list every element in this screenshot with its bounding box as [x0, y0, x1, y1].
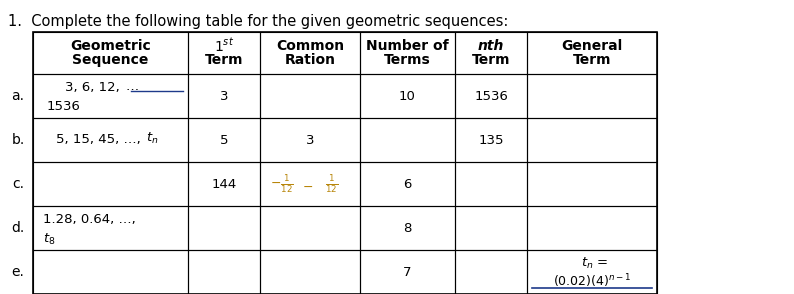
Bar: [188, 206, 260, 250]
Text: $-\frac{1}{12}$: $-\frac{1}{12}$: [270, 173, 294, 195]
Text: a.: a.: [11, 89, 25, 103]
Bar: [527, 250, 657, 294]
Text: b.: b.: [11, 133, 25, 147]
Bar: [360, 162, 455, 206]
Text: 144: 144: [211, 178, 237, 191]
Text: Term: Term: [572, 53, 611, 67]
Text: $t_n$: $t_n$: [146, 131, 159, 146]
Bar: [455, 118, 527, 162]
Text: 3: 3: [306, 133, 314, 146]
Bar: [33, 206, 188, 250]
Text: e.: e.: [12, 265, 25, 279]
Text: 1.28, 0.64, …,: 1.28, 0.64, …,: [43, 213, 136, 225]
Text: Ration: Ration: [284, 53, 336, 67]
Bar: [527, 32, 657, 74]
Text: $t_n$: $t_n$: [580, 255, 593, 270]
Text: Term: Term: [472, 53, 511, 67]
Text: =: =: [596, 256, 607, 270]
Bar: [360, 118, 455, 162]
Text: $1^{st}$: $1^{st}$: [214, 37, 234, 55]
Text: Number of: Number of: [366, 39, 449, 53]
Bar: [188, 250, 260, 294]
Bar: [33, 250, 188, 294]
Bar: [527, 118, 657, 162]
Text: …: …: [126, 81, 139, 93]
Bar: [260, 250, 360, 294]
Bar: [527, 162, 657, 206]
Bar: [455, 206, 527, 250]
Bar: [260, 206, 360, 250]
Text: 3: 3: [220, 89, 228, 103]
Bar: [360, 250, 455, 294]
Text: d.: d.: [11, 221, 25, 235]
Bar: [188, 118, 260, 162]
Text: 10: 10: [399, 89, 416, 103]
Text: $\frac{1}{12}$: $\frac{1}{12}$: [325, 173, 338, 195]
Text: 8: 8: [403, 221, 411, 235]
Bar: [188, 32, 260, 74]
Text: 135: 135: [478, 133, 503, 146]
Text: 3, 6, 12,: 3, 6, 12,: [65, 81, 120, 93]
Text: Common: Common: [276, 39, 344, 53]
Bar: [33, 32, 188, 74]
Bar: [260, 74, 360, 118]
Text: 5, 15, 45, …,: 5, 15, 45, …,: [56, 133, 145, 146]
Bar: [527, 206, 657, 250]
Bar: [455, 250, 527, 294]
Bar: [33, 118, 188, 162]
Text: $-$: $-$: [303, 180, 314, 193]
Bar: [188, 74, 260, 118]
Text: Geometric: Geometric: [70, 39, 151, 53]
Text: 1536: 1536: [474, 89, 508, 103]
Bar: [360, 32, 455, 74]
Bar: [260, 118, 360, 162]
Bar: [33, 74, 188, 118]
Bar: [527, 74, 657, 118]
Text: General: General: [561, 39, 622, 53]
Bar: [260, 162, 360, 206]
Bar: [33, 32, 657, 294]
Bar: [260, 32, 360, 74]
Text: Terms: Terms: [384, 53, 431, 67]
Text: Sequence: Sequence: [72, 53, 148, 67]
Text: 1536: 1536: [47, 101, 81, 113]
Text: nth: nth: [478, 39, 504, 53]
Text: Term: Term: [205, 53, 243, 67]
Text: 6: 6: [403, 178, 411, 191]
Text: 5: 5: [220, 133, 228, 146]
Bar: [455, 162, 527, 206]
Text: c.: c.: [12, 177, 24, 191]
Bar: [360, 206, 455, 250]
Text: 1.  Complete the following table for the given geometric sequences:: 1. Complete the following table for the …: [8, 14, 508, 29]
Bar: [360, 74, 455, 118]
Text: 7: 7: [403, 265, 412, 278]
Bar: [455, 74, 527, 118]
Bar: [455, 32, 527, 74]
Bar: [33, 162, 188, 206]
Text: $t_8$: $t_8$: [43, 231, 56, 247]
Bar: [188, 162, 260, 206]
Text: $(0.02)(4)^{n-1}$: $(0.02)(4)^{n-1}$: [553, 272, 631, 290]
